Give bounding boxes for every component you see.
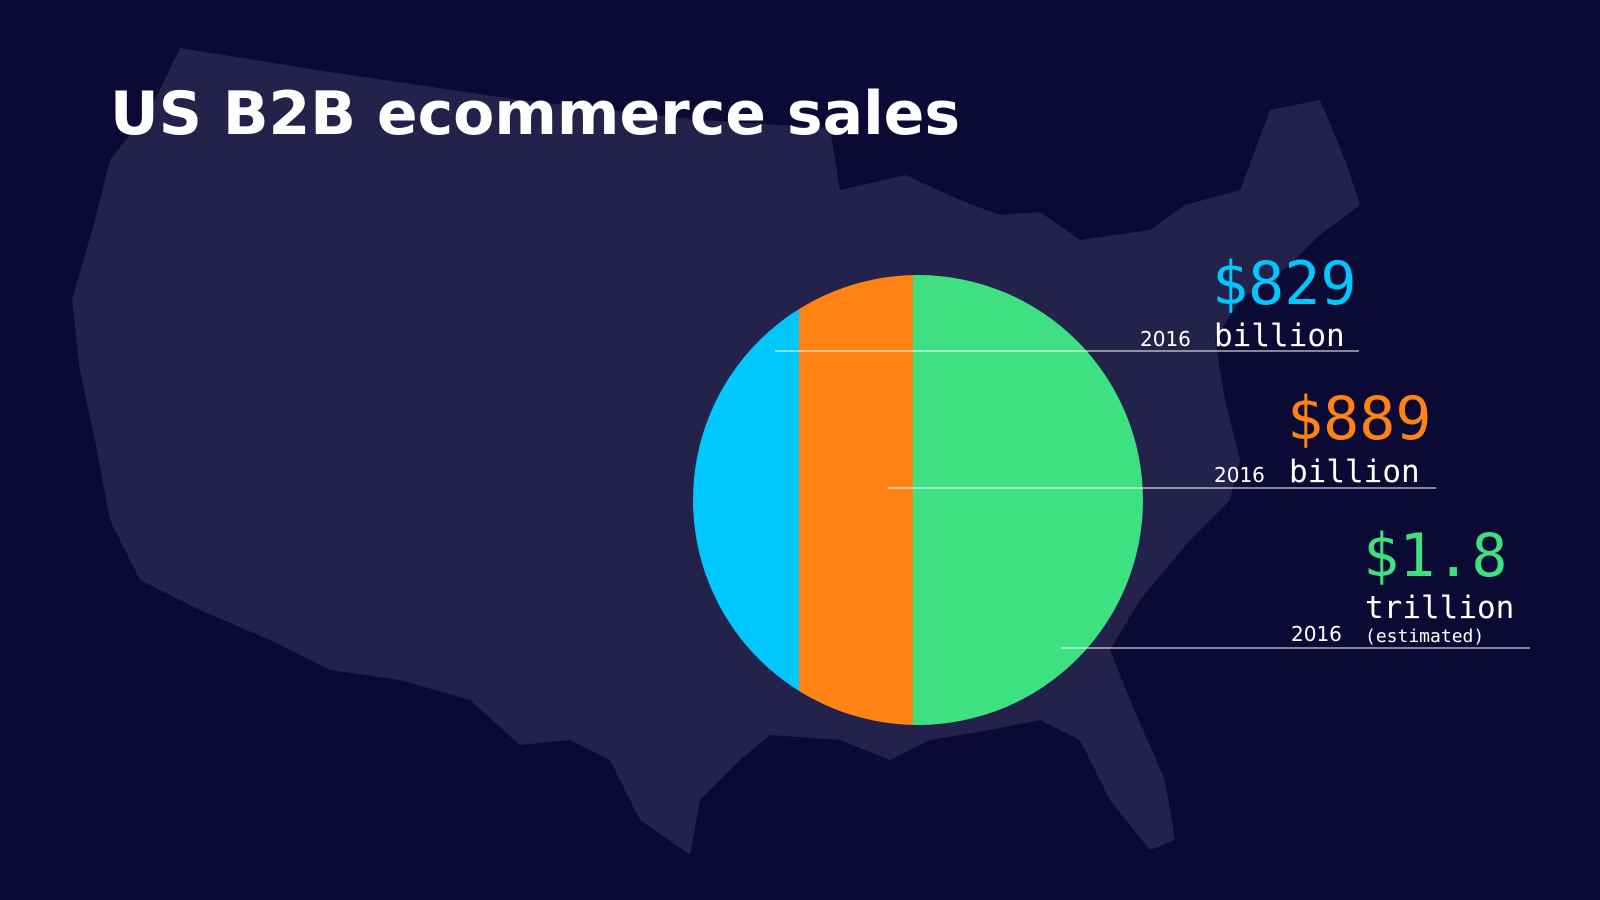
title: US B2B ecommerce sales	[110, 79, 960, 149]
unit: trillion	[1365, 590, 1514, 626]
segment	[799, 275, 914, 725]
amount: $1.8	[1363, 521, 1508, 591]
year: 2016	[1291, 622, 1342, 646]
unit: billion	[1289, 454, 1420, 490]
amount: $889	[1287, 384, 1432, 454]
year: 2016	[1214, 463, 1265, 487]
unit: billion	[1214, 318, 1345, 354]
year: 2016	[1140, 327, 1191, 351]
amount: $829	[1212, 249, 1357, 319]
note: (estimated)	[1365, 626, 1484, 647]
